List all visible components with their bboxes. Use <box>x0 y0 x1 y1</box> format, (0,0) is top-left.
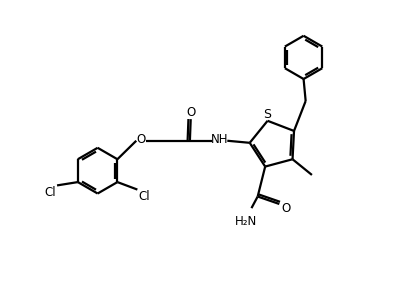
Text: S: S <box>263 108 271 122</box>
Text: O: O <box>186 106 195 119</box>
Text: H₂N: H₂N <box>235 215 257 228</box>
Text: Cl: Cl <box>45 186 56 199</box>
Text: Cl: Cl <box>138 190 150 203</box>
Text: O: O <box>281 202 290 216</box>
Text: NH: NH <box>211 133 228 147</box>
Text: O: O <box>137 133 146 147</box>
